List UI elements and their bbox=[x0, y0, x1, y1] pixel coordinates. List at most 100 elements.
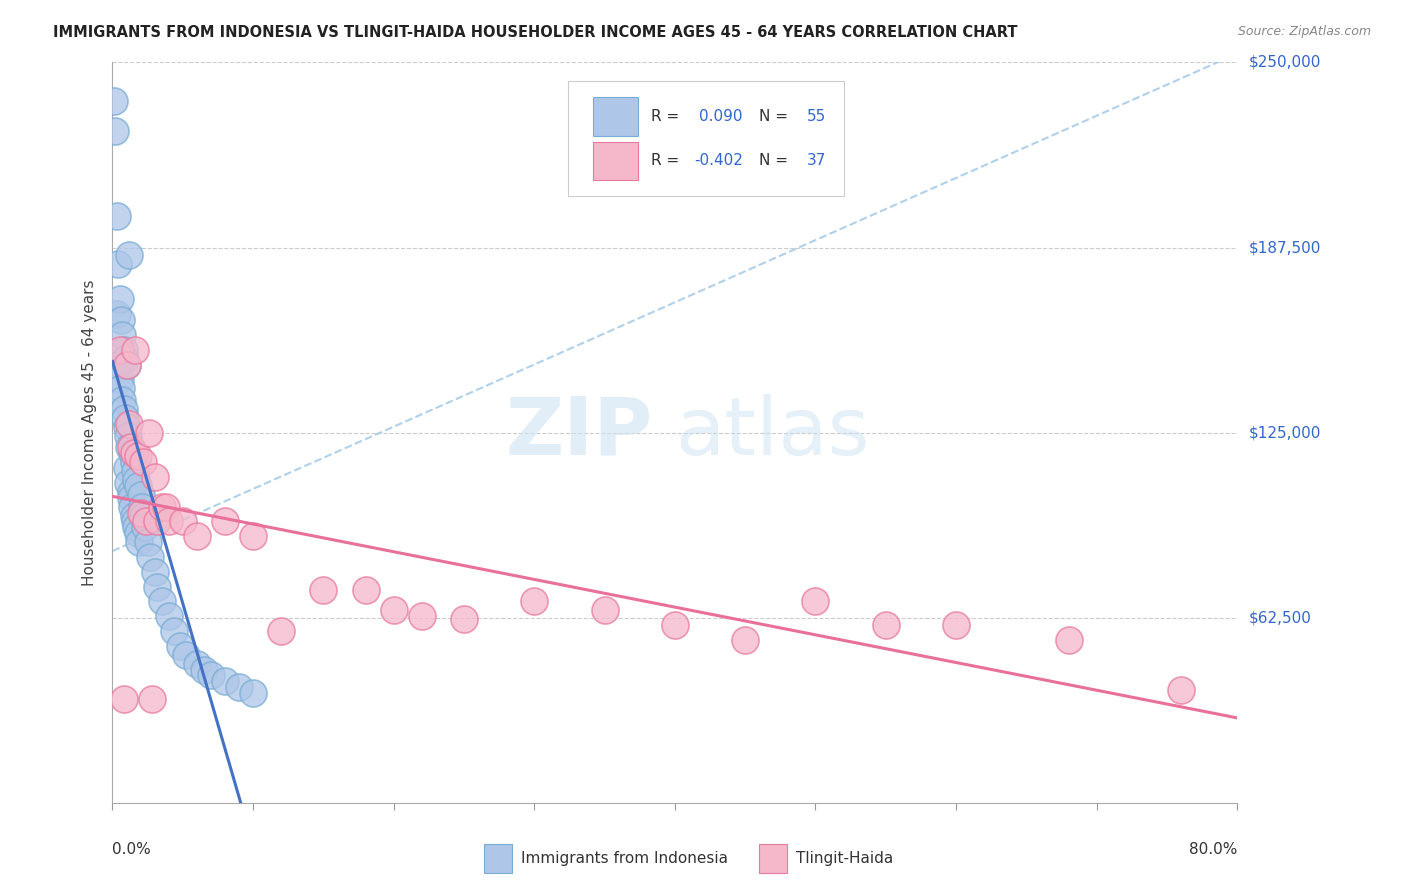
Point bbox=[115, 358, 138, 372]
Text: N =: N = bbox=[759, 153, 793, 169]
Point bbox=[104, 123, 127, 137]
Point bbox=[122, 446, 145, 460]
Text: Source: ZipAtlas.com: Source: ZipAtlas.com bbox=[1237, 25, 1371, 38]
Point bbox=[118, 248, 141, 262]
Point bbox=[115, 461, 138, 475]
Point bbox=[523, 594, 546, 608]
Point bbox=[186, 657, 208, 671]
Point bbox=[242, 529, 264, 543]
Point bbox=[139, 549, 162, 564]
Text: $62,500: $62,500 bbox=[1249, 610, 1312, 625]
Point bbox=[122, 508, 145, 523]
Point bbox=[157, 515, 180, 529]
Point bbox=[150, 500, 173, 514]
Point bbox=[125, 520, 148, 534]
Point bbox=[112, 401, 135, 416]
Point bbox=[157, 609, 180, 624]
Point bbox=[214, 674, 236, 689]
Point bbox=[131, 500, 153, 514]
Bar bbox=[484, 844, 512, 873]
Point bbox=[114, 351, 136, 366]
Point bbox=[150, 594, 173, 608]
Point bbox=[111, 392, 134, 407]
Point bbox=[143, 470, 166, 484]
Text: R =: R = bbox=[651, 109, 685, 124]
Text: 0.0%: 0.0% bbox=[112, 842, 152, 856]
Point bbox=[411, 609, 433, 624]
Point bbox=[136, 535, 159, 549]
Point bbox=[124, 464, 146, 478]
Text: atlas: atlas bbox=[675, 393, 869, 472]
Point bbox=[193, 663, 215, 677]
Point bbox=[146, 580, 169, 594]
Point bbox=[120, 484, 142, 499]
Point bbox=[127, 526, 149, 541]
Point bbox=[110, 381, 132, 395]
Point bbox=[129, 506, 152, 520]
Point bbox=[143, 565, 166, 579]
Point bbox=[117, 475, 139, 490]
Text: 80.0%: 80.0% bbox=[1189, 842, 1237, 856]
Point bbox=[122, 455, 145, 469]
Point bbox=[141, 692, 163, 706]
Point bbox=[120, 441, 142, 455]
Point bbox=[312, 582, 335, 597]
Point bbox=[121, 446, 143, 460]
Point bbox=[1170, 683, 1192, 698]
Text: IMMIGRANTS FROM INDONESIA VS TLINGIT-HAIDA HOUSEHOLDER INCOME AGES 45 - 64 YEARS: IMMIGRANTS FROM INDONESIA VS TLINGIT-HAI… bbox=[53, 25, 1018, 40]
Point bbox=[453, 612, 475, 626]
Point bbox=[115, 419, 138, 434]
Point bbox=[945, 618, 967, 632]
Point bbox=[108, 372, 131, 386]
Point bbox=[146, 515, 169, 529]
Point bbox=[734, 632, 756, 647]
Point bbox=[127, 479, 149, 493]
Text: 55: 55 bbox=[807, 109, 825, 124]
Point bbox=[132, 508, 155, 523]
Point bbox=[174, 648, 197, 662]
FancyBboxPatch shape bbox=[568, 81, 844, 195]
Point bbox=[132, 455, 155, 469]
Point bbox=[134, 520, 156, 534]
Text: R =: R = bbox=[651, 153, 685, 169]
Text: -0.402: -0.402 bbox=[695, 153, 742, 169]
Point bbox=[128, 535, 150, 549]
Point bbox=[186, 529, 208, 543]
Point bbox=[115, 358, 138, 372]
Text: ZIP: ZIP bbox=[505, 393, 652, 472]
Point bbox=[804, 594, 827, 608]
Point bbox=[120, 491, 142, 505]
Point bbox=[105, 210, 128, 224]
Point bbox=[108, 343, 131, 357]
Point bbox=[118, 417, 141, 431]
Point bbox=[118, 441, 141, 455]
Point bbox=[214, 515, 236, 529]
Y-axis label: Householder Income Ages 45 - 64 years: Householder Income Ages 45 - 64 years bbox=[82, 279, 97, 586]
Text: 37: 37 bbox=[807, 153, 825, 169]
Point bbox=[270, 624, 292, 638]
Point bbox=[124, 343, 146, 357]
Point bbox=[112, 343, 135, 357]
Text: N =: N = bbox=[759, 109, 793, 124]
Point bbox=[163, 624, 186, 638]
Text: Tlingit-Haida: Tlingit-Haida bbox=[796, 851, 894, 866]
Point bbox=[242, 686, 264, 700]
Point bbox=[875, 618, 897, 632]
Point bbox=[228, 681, 250, 695]
Text: $250,000: $250,000 bbox=[1249, 55, 1320, 70]
Point bbox=[169, 639, 191, 653]
Point bbox=[129, 488, 152, 502]
Point bbox=[1057, 632, 1080, 647]
Text: Immigrants from Indonesia: Immigrants from Indonesia bbox=[520, 851, 728, 866]
Point bbox=[107, 257, 129, 271]
Point bbox=[107, 358, 129, 372]
Point bbox=[112, 692, 135, 706]
Point bbox=[172, 515, 194, 529]
Text: $187,500: $187,500 bbox=[1249, 240, 1320, 255]
Point bbox=[103, 94, 125, 108]
Point bbox=[125, 473, 148, 487]
Point bbox=[354, 582, 377, 597]
Bar bbox=[593, 142, 638, 180]
Point bbox=[111, 327, 134, 342]
Point bbox=[110, 313, 132, 327]
